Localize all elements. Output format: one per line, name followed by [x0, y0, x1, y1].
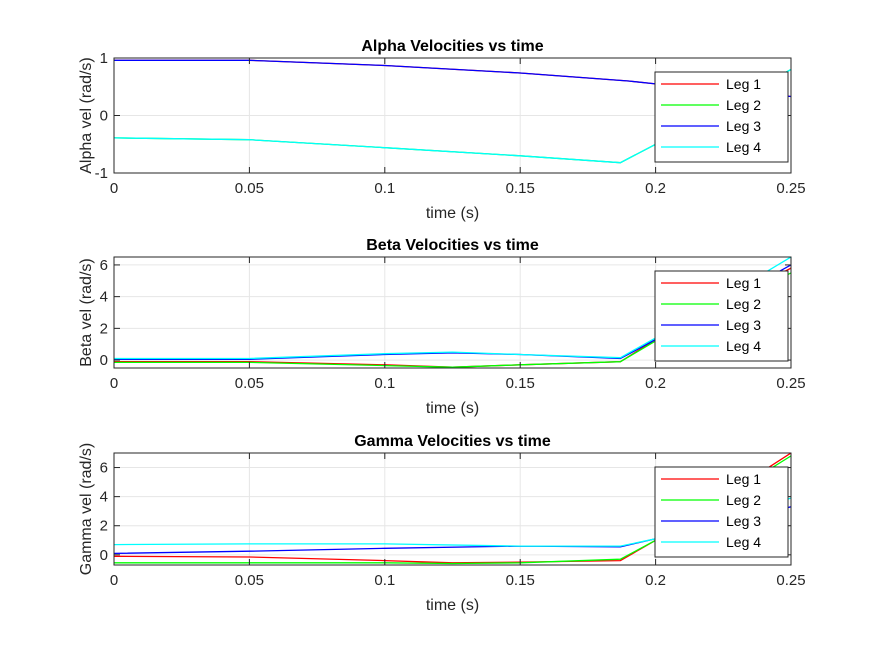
x-axis-label: time (s)	[426, 597, 479, 614]
subplot-3: 0 0.05 0.1 0.15 0.2 0.25 0 2 4 6 Gamma Velocities …	[78, 433, 806, 614]
y-tick-label: 4	[100, 289, 108, 306]
series-line-leg-2	[114, 272, 791, 368]
x-tick-label: 0.15	[506, 375, 535, 392]
y-tick-label: 6	[100, 257, 108, 274]
legend-box	[654, 71, 789, 163]
legend-label-leg-4: Leg 4	[726, 139, 761, 155]
chart-title: Alpha Velocities vs time	[361, 38, 543, 55]
x-tick-label: 0.05	[235, 180, 264, 197]
legend-label-leg-1: Leg 1	[726, 76, 761, 92]
legend: Leg 1 Leg 2 Leg 3 Leg 4	[654, 466, 789, 558]
series-line-leg-4	[114, 257, 791, 360]
y-tick-label: 6	[100, 460, 108, 477]
series-line-leg-2	[114, 455, 791, 565]
x-tick-label: 0.1	[374, 375, 395, 392]
legend-label-leg-3: Leg 3	[726, 118, 761, 134]
legend-label-leg-2: Leg 2	[726, 97, 761, 113]
legend-label-leg-2: Leg 2	[726, 492, 761, 508]
y-tick-label: 4	[100, 489, 108, 506]
x-tick-label: 0.05	[235, 375, 264, 392]
x-tick-label: 0.2	[645, 375, 666, 392]
legend-label-leg-4: Leg 4	[726, 534, 761, 550]
x-tick-label: 0.1	[374, 572, 395, 589]
legend-label-leg-3: Leg 3	[726, 317, 761, 333]
axes-box	[113, 452, 792, 566]
y-tick-label: 0	[100, 352, 108, 369]
y-axis-label: Gamma vel (rad/s)	[78, 443, 95, 575]
y-tick-label: 2	[100, 320, 108, 337]
axes-box	[113, 256, 792, 369]
y-tick-label: -1	[95, 165, 108, 182]
legend-label-leg-3: Leg 3	[726, 513, 761, 529]
y-tick-label: 0	[100, 108, 108, 125]
x-tick-label: 0.15	[506, 572, 535, 589]
legend-box	[654, 466, 789, 558]
x-tick-label: 0	[110, 572, 118, 589]
x-tick-label: 0	[110, 180, 118, 197]
legend-box	[654, 270, 789, 362]
legend-label-leg-4: Leg 4	[726, 338, 761, 354]
x-tick-label: 0.15	[506, 180, 535, 197]
chart-title: Gamma Velocities vs time	[354, 433, 551, 450]
y-axis-label: Alpha vel (rad/s)	[78, 57, 95, 174]
legend: Leg 1 Leg 2 Leg 3 Leg 4	[654, 270, 789, 362]
x-tick-label: 0.1	[374, 180, 395, 197]
y-tick-label: 2	[100, 518, 108, 535]
x-tick-label: 0.05	[235, 572, 264, 589]
y-axis-label: Beta vel (rad/s)	[78, 258, 95, 366]
legend-label-leg-1: Leg 1	[726, 471, 761, 487]
x-tick-label: 0.25	[776, 180, 805, 197]
legend: Leg 1 Leg 2 Leg 3 Leg 4	[654, 71, 789, 163]
legend-label-leg-2: Leg 2	[726, 296, 761, 312]
x-tick-label: 0.2	[645, 180, 666, 197]
chart-title: Beta Velocities vs time	[366, 237, 539, 254]
x-tick-label: 0.25	[776, 375, 805, 392]
subplot-2: 0 0.05 0.1 0.15 0.2 0.25 0 2 4 6 Beta Velocities v…	[78, 237, 806, 417]
x-axis-label: time (s)	[426, 400, 479, 417]
series-group	[114, 257, 791, 368]
y-tick-label: 0	[100, 547, 108, 564]
x-tick-label: 0.25	[776, 572, 805, 589]
x-axis-label: time (s)	[426, 205, 479, 222]
legend-label-leg-1: Leg 1	[726, 275, 761, 291]
y-tick-label: 1	[100, 50, 108, 67]
x-tick-label: 0	[110, 375, 118, 392]
x-tick-label: 0.2	[645, 572, 666, 589]
